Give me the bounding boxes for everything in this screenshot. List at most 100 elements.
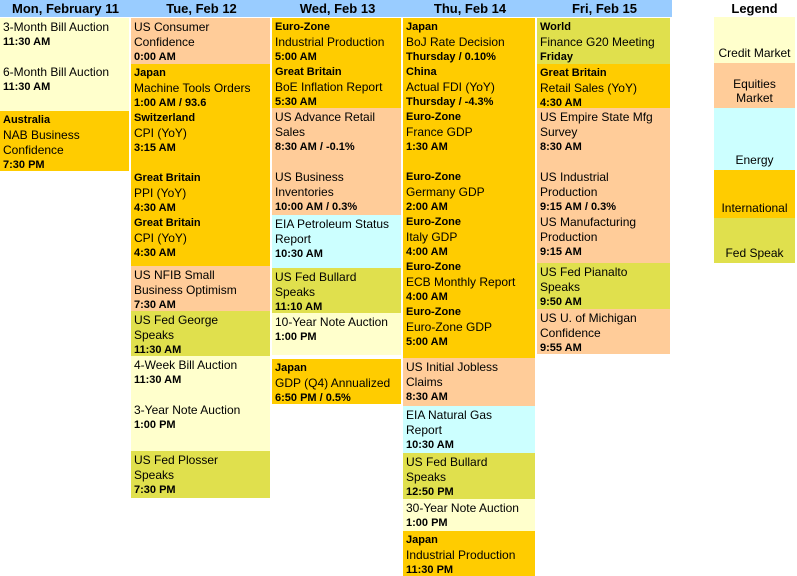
event-line: US U. of Michigan bbox=[540, 311, 637, 325]
legend-item-energy: Energy bbox=[714, 108, 795, 170]
event-line: Production bbox=[540, 230, 598, 244]
event-line: 7:30 AM bbox=[134, 299, 176, 311]
day-column-thu: Thu, Feb 14 Japan BoJ Rate Decision Thursda… bbox=[403, 0, 537, 576]
event-line: 11:30 AM bbox=[134, 344, 182, 356]
event-line: 0:00 AM bbox=[134, 51, 176, 63]
event-line: 3-Year Note Auction bbox=[134, 403, 241, 417]
event-line: 9:55 AM bbox=[540, 342, 582, 354]
event-line: 11:30 PM bbox=[406, 564, 454, 576]
event-line: Euro-Zone bbox=[406, 306, 461, 318]
event-block-fed: US Fed George Speaks 11:30 AM bbox=[131, 311, 270, 356]
event-line: Business Optimism bbox=[134, 283, 237, 297]
event-line: US Initial Jobless bbox=[406, 360, 499, 374]
event-line: US Industrial bbox=[540, 170, 609, 184]
event-block-fed: US Fed Bullard Speaks 11:10 AM bbox=[272, 268, 401, 313]
event-line: BoE Inflation Report bbox=[275, 80, 383, 94]
event-line: NAB Business bbox=[3, 128, 80, 142]
event-line: 3-Month Bill Auction bbox=[3, 20, 110, 34]
event-line: Industrial Production bbox=[406, 548, 516, 562]
event-line: Speaks bbox=[134, 468, 175, 482]
legend: Legend Credit Market Equities Market Energ… bbox=[714, 0, 795, 263]
event-block-international: Great Britain Retail Sales (YoY) 4:30 AM bbox=[537, 64, 670, 108]
event-line: Euro-Zone bbox=[406, 171, 461, 183]
event-block-equities: US Initial Jobless Claims 8:30 AM bbox=[403, 358, 535, 406]
event-line: 9:50 AM bbox=[540, 296, 582, 308]
event-line: Claims bbox=[406, 375, 443, 389]
event-block-credit: 3-Month Bill Auction 11:30 AM 6-Month Bil… bbox=[0, 18, 129, 111]
event-line: 8:30 AM bbox=[406, 391, 448, 403]
event-block-credit: 10-Year Note Auction 1:00 PM bbox=[272, 313, 401, 355]
event-line: US Business bbox=[275, 170, 344, 184]
event-line: Report bbox=[406, 423, 443, 437]
day-header-thu: Thu, Feb 14 bbox=[403, 0, 537, 17]
event-line: 10:00 AM / 0.3% bbox=[275, 201, 358, 213]
event-line: US NFIB Small bbox=[134, 268, 215, 282]
event-line: 6:50 PM / 0.5% bbox=[275, 392, 351, 404]
event-line: CPI (YoY) bbox=[134, 126, 187, 140]
event-line: Euro-Zone bbox=[275, 21, 330, 33]
event-line: Japan bbox=[406, 21, 438, 33]
event-line: Great Britain bbox=[134, 217, 201, 229]
event-line: GDP (Q4) Annualized bbox=[275, 376, 391, 390]
event-line: 4:30 AM bbox=[540, 97, 582, 108]
event-line: 11:30 AM bbox=[134, 374, 182, 386]
legend-item-credit-market: Credit Market bbox=[714, 17, 795, 63]
event-line-spacer bbox=[406, 155, 533, 170]
event-line: Euro-Zone bbox=[406, 261, 461, 273]
event-line: Great Britain bbox=[134, 172, 201, 184]
event-line: Great Britain bbox=[540, 67, 607, 79]
event-line: 4:00 AM bbox=[406, 246, 448, 258]
event-line: 10:30 AM bbox=[275, 248, 323, 260]
event-line: Retail Sales (YoY) bbox=[540, 81, 637, 95]
event-line: Euro-Zone bbox=[406, 111, 461, 123]
event-line: US Empire State Mfg bbox=[540, 110, 653, 124]
event-line: France GDP bbox=[406, 125, 473, 139]
event-line: Sales bbox=[275, 125, 306, 139]
day-header-wed: Wed, Feb 13 bbox=[272, 0, 403, 17]
day-events-thu: Japan BoJ Rate Decision Thursday / 0.10% Ch… bbox=[403, 18, 537, 576]
event-block-credit: 30-Year Note Auction 1:00 PM bbox=[403, 499, 535, 531]
event-line: 11:10 AM bbox=[275, 301, 323, 313]
event-line: Production bbox=[540, 185, 598, 199]
event-block-international: Japan GDP (Q4) Annualized 6:50 PM / 0.5% bbox=[272, 359, 401, 404]
legend-title: Legend bbox=[731, 1, 778, 16]
event-line: Japan bbox=[134, 67, 166, 79]
event-line: Japan bbox=[275, 362, 307, 374]
event-line: Confidence bbox=[540, 326, 601, 340]
event-line-spacer bbox=[540, 155, 668, 170]
event-block-fed: US Fed Bullard Speaks 12:50 PM bbox=[403, 453, 535, 499]
event-line: US Manufacturing bbox=[540, 215, 637, 229]
day-header-fri: Fri, Feb 15 bbox=[537, 0, 672, 17]
event-line: China bbox=[406, 66, 437, 78]
event-line: 6-Month Bill Auction bbox=[3, 65, 110, 79]
event-line: 11:30 AM bbox=[3, 81, 51, 93]
event-line: 9:15 AM / 0.3% bbox=[540, 201, 617, 213]
event-line: Speaks bbox=[406, 470, 447, 484]
event-block-international: Japan BoJ Rate Decision Thursday / 0.10% Ch… bbox=[403, 18, 535, 358]
event-block-credit: 4-Week Bill Auction 11:30 AM 3-Year Note … bbox=[131, 356, 270, 451]
event-line: Actual FDI (YoY) bbox=[406, 80, 495, 94]
event-line: US Fed Pianalto bbox=[540, 265, 628, 279]
event-line-spacer bbox=[134, 156, 268, 171]
event-line: Report bbox=[275, 232, 312, 246]
event-line: World bbox=[540, 21, 571, 33]
event-line: 30-Year Note Auction bbox=[406, 501, 519, 515]
event-block-fed: US Fed Plosser Speaks 7:30 PM bbox=[131, 451, 270, 498]
event-block-international: Japan Industrial Production 11:30 PM bbox=[403, 531, 535, 576]
event-line: 5:30 AM bbox=[275, 96, 317, 108]
day-header-tue: Tue, Feb 12 bbox=[131, 0, 272, 17]
event-line: 3:15 AM bbox=[134, 142, 176, 154]
day-column-wed: Wed, Feb 13 Euro-Zone Industrial Productio… bbox=[272, 0, 403, 404]
event-line: Thursday / -4.3% bbox=[406, 96, 494, 108]
event-line: Friday bbox=[540, 51, 574, 63]
event-line: 5:00 AM bbox=[275, 51, 317, 63]
event-line: 10:30 AM bbox=[406, 439, 454, 451]
event-block-equities: US Advance Retail Sales 8:30 AM / -0.1% US… bbox=[272, 108, 401, 215]
event-line: Confidence bbox=[3, 143, 64, 157]
day-events-wed: Euro-Zone Industrial Production 5:00 AM Gre… bbox=[272, 18, 403, 404]
event-block-fed: World Finance G20 Meeting Friday bbox=[537, 18, 670, 64]
event-line: Germany GDP bbox=[406, 185, 485, 199]
event-line: Great Britain bbox=[275, 66, 342, 78]
event-line: US Fed George bbox=[134, 313, 219, 327]
